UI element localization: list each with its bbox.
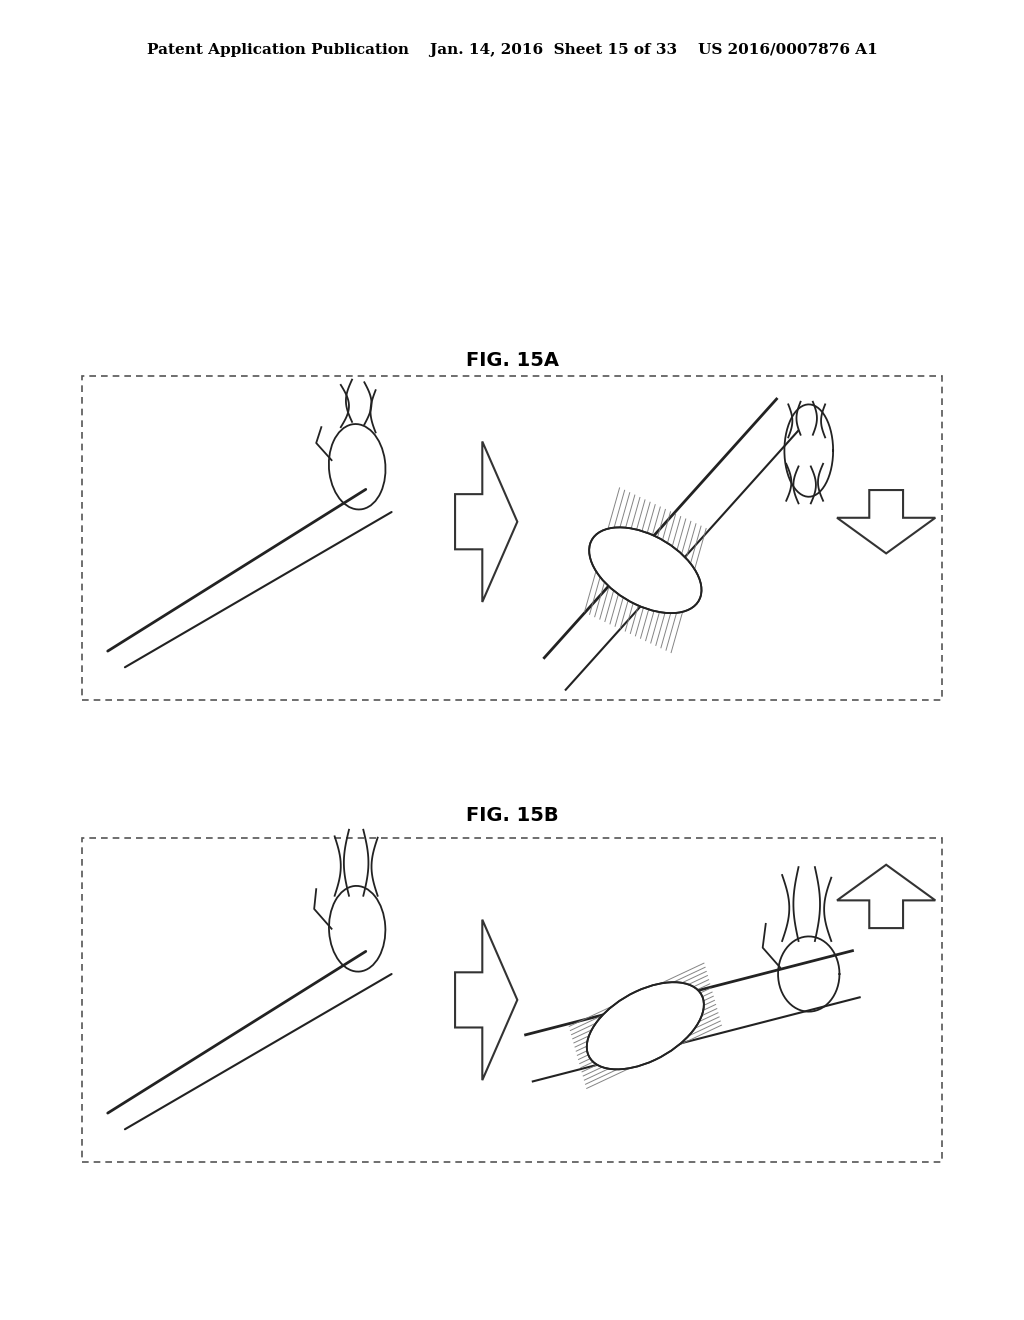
Text: Patent Application Publication    Jan. 14, 2016  Sheet 15 of 33    US 2016/00078: Patent Application Publication Jan. 14, … <box>146 44 878 57</box>
Polygon shape <box>455 441 517 602</box>
Ellipse shape <box>587 982 703 1069</box>
Ellipse shape <box>329 886 385 972</box>
Polygon shape <box>837 490 935 553</box>
Text: FIG. 15B: FIG. 15B <box>466 807 558 825</box>
Ellipse shape <box>589 528 701 612</box>
Text: FIG. 15A: FIG. 15A <box>466 351 558 370</box>
Ellipse shape <box>329 424 385 510</box>
Polygon shape <box>837 865 935 928</box>
Polygon shape <box>455 920 517 1080</box>
